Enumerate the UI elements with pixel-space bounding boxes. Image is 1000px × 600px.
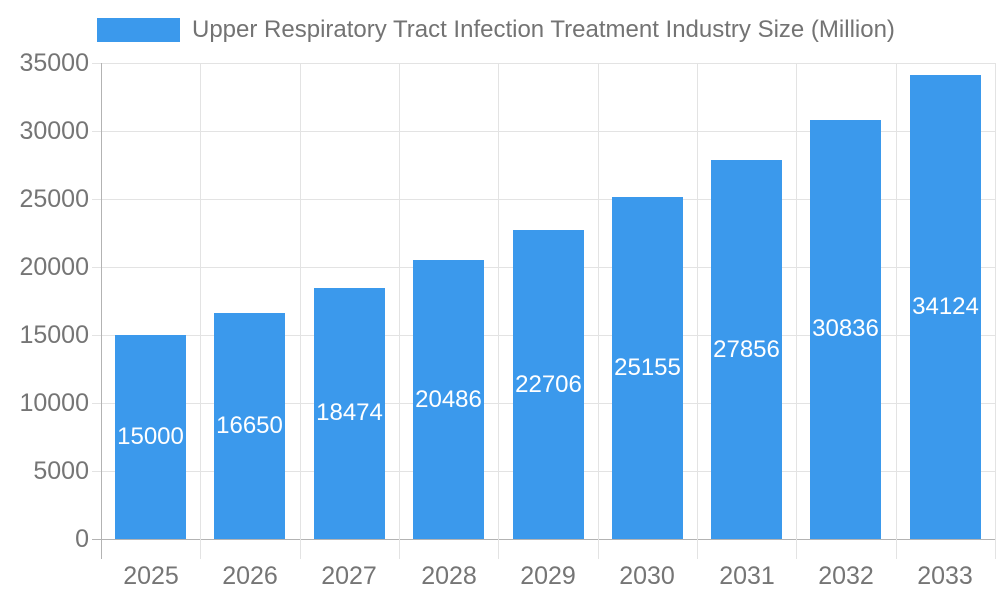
x-tick-label: 2028	[421, 561, 477, 590]
x-gridline	[399, 63, 400, 559]
x-gridline	[995, 63, 996, 559]
x-gridline	[598, 63, 599, 559]
y-gridline	[92, 63, 995, 64]
bar[interactable]	[711, 160, 782, 539]
bar[interactable]	[810, 120, 881, 539]
y-tick-label: 5000	[33, 456, 89, 485]
legend-item[interactable]: Upper Respiratory Tract Infection Treatm…	[97, 16, 895, 44]
x-gridline	[896, 63, 897, 559]
y-gridline	[92, 131, 995, 132]
x-tick-label: 2029	[520, 561, 576, 590]
y-tick-label: 10000	[19, 388, 89, 417]
legend-swatch	[97, 18, 180, 42]
y-tick-label: 35000	[19, 48, 89, 77]
x-gridline	[200, 63, 201, 559]
x-tick-label: 2027	[321, 561, 377, 590]
legend-label: Upper Respiratory Tract Infection Treatm…	[192, 16, 895, 43]
x-gridline	[697, 63, 698, 559]
bar[interactable]	[314, 288, 385, 539]
bar[interactable]	[413, 260, 484, 539]
y-tick-label: 15000	[19, 320, 89, 349]
x-tick-label: 2032	[818, 561, 874, 590]
bar[interactable]	[612, 197, 683, 539]
y-tick-label: 25000	[19, 184, 89, 213]
x-tick-label: 2026	[222, 561, 278, 590]
bar[interactable]	[115, 335, 186, 539]
x-gridline	[300, 63, 301, 559]
y-tick-label: 30000	[19, 116, 89, 145]
bar[interactable]	[214, 313, 285, 539]
y-axis-line	[101, 63, 102, 559]
x-tick-label: 2033	[917, 561, 973, 590]
y-tick-label: 0	[75, 524, 89, 553]
bar[interactable]	[513, 230, 584, 539]
x-axis-line	[92, 539, 995, 540]
x-gridline	[796, 63, 797, 559]
x-gridline	[498, 63, 499, 559]
x-tick-label: 2025	[123, 561, 179, 590]
y-tick-label: 20000	[19, 252, 89, 281]
x-tick-label: 2030	[619, 561, 675, 590]
y-gridline	[92, 199, 995, 200]
bar[interactable]	[910, 75, 981, 539]
x-tick-label: 2031	[719, 561, 775, 590]
